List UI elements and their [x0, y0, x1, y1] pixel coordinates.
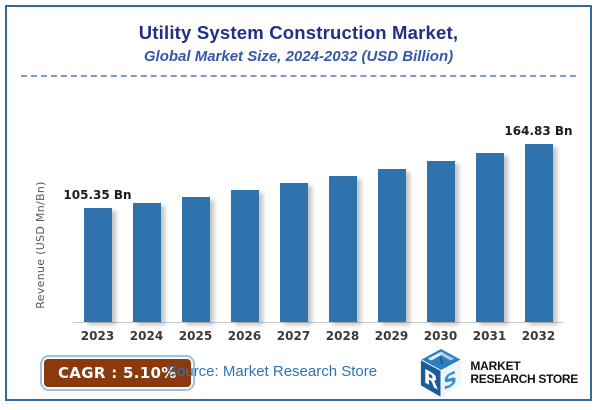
bar-2028 [328, 176, 357, 322]
logo-line2: RESEARCH STORE [470, 372, 578, 386]
logo-cube-icon: R S [420, 348, 463, 399]
cagr-badge-label: CAGR : 5.10% [44, 359, 191, 387]
logo-cube-letter-r: R [424, 364, 439, 394]
brand-logo: R S MARKET RESEARCH STORE [417, 347, 578, 399]
bar-slot-2026 [220, 105, 269, 322]
page-subtitle: Global Market Size, 2024-2032 (USD Billi… [143, 48, 454, 65]
bar-slot-2031 [465, 105, 514, 322]
source-text: Source: Market Research Store [167, 363, 378, 380]
x-tick-2028: 2028 [325, 329, 360, 343]
bar-slot-2028 [318, 105, 367, 322]
data-label-2032: 164.83 Bn [504, 124, 573, 139]
x-tick-2029: 2029 [374, 329, 409, 343]
page-title: Utility System Construction Market, [138, 22, 459, 43]
bar-slot-2032: 164.83 Bn [504, 105, 573, 322]
logo-wordmark: MARKET RESEARCH STORE [470, 360, 578, 386]
footer: CAGR : 5.10% Source: Market Research Sto… [7, 347, 590, 399]
x-tick-2023: 2023 [80, 329, 115, 343]
bar-2025 [181, 196, 210, 322]
dashed-divider [21, 75, 576, 77]
bar-slot-2024 [122, 105, 171, 322]
bar-2023 [83, 208, 112, 322]
cagr-badge: CAGR : 5.10% [40, 355, 195, 391]
x-tick-2024: 2024 [129, 329, 164, 343]
bar-slot-2025 [171, 105, 220, 322]
bar-slot-2023: 105.35 Bn [63, 105, 132, 322]
x-tick-2025: 2025 [178, 329, 213, 343]
bars-row: 105.35 Bn 164.83 Bn [63, 105, 573, 323]
bar-slot-2029 [367, 105, 416, 322]
bar-chart: Revenue (USD Mn/Bn) 105.35 Bn 164.83 Bn 2… [7, 105, 590, 351]
bar-2027 [279, 183, 308, 322]
bar-2024 [132, 202, 161, 322]
plot-area: 105.35 Bn 164.83 Bn [63, 105, 573, 323]
bar-slot-2027 [269, 105, 318, 322]
bar-2026 [230, 190, 259, 322]
y-axis-label: Revenue (USD Mn/Bn) [34, 181, 47, 309]
bar-2032 [524, 144, 553, 322]
logo-cube-letter-s: S [444, 365, 458, 395]
logo-line1: MARKET [470, 359, 521, 374]
x-tick-2027: 2027 [276, 329, 311, 343]
x-axis-labels: 2023 2024 2025 2026 2027 2028 2029 2030 2031 2032 [73, 329, 563, 343]
bar-slot-2030 [416, 105, 465, 322]
bar-2031 [475, 152, 504, 322]
bar-2030 [426, 161, 455, 322]
bar-2029 [377, 168, 406, 322]
data-label-2023: 105.35 Bn [63, 188, 132, 203]
x-tick-2032: 2032 [521, 329, 556, 343]
x-tick-2026: 2026 [227, 329, 262, 343]
x-tick-2030: 2030 [423, 329, 458, 343]
chart-card: Utility System Construction Market, Glob… [5, 5, 592, 401]
x-tick-2031: 2031 [472, 329, 507, 343]
